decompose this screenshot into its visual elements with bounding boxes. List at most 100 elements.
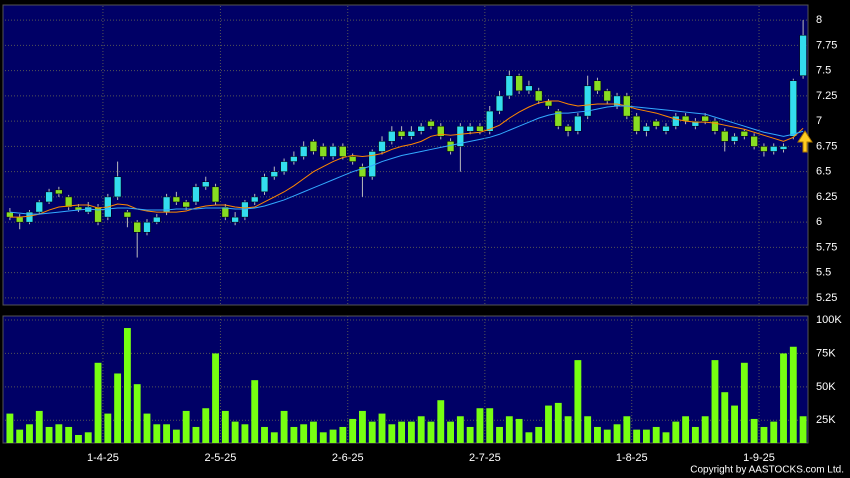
volume-bar — [721, 392, 729, 443]
y-tick-label: 100K — [816, 314, 842, 326]
volume-bar — [368, 421, 376, 443]
candle-body — [427, 120, 435, 127]
candle-body — [241, 201, 249, 218]
candle-body — [456, 125, 465, 147]
volume-bar — [447, 421, 454, 443]
candle-body — [535, 90, 543, 102]
volume-bar — [26, 424, 33, 443]
candle-body — [721, 131, 729, 142]
volume-bar — [633, 429, 641, 443]
volume-bar — [525, 432, 533, 443]
candle-body — [339, 146, 347, 157]
y-tick-label: 6.75 — [816, 140, 837, 152]
x-tick-label: 1-9-25 — [743, 452, 775, 464]
volume-bar — [691, 426, 699, 443]
volume-bar — [466, 426, 474, 443]
volume-bar — [133, 384, 141, 443]
candle-body — [25, 211, 34, 223]
volume-bar — [652, 426, 660, 443]
volume-bar — [378, 413, 386, 443]
volume-bar — [594, 426, 601, 443]
candle-body — [446, 141, 455, 152]
y-tick-label: 7.25 — [816, 90, 837, 102]
copyright: Copyright by AASTOCKS.com Ltd. — [690, 465, 844, 476]
candle-body — [35, 201, 43, 213]
candle-body — [329, 146, 337, 157]
candle-body — [417, 125, 425, 132]
volume-bar — [212, 353, 219, 443]
candle-body — [388, 131, 396, 142]
candle-body — [260, 176, 269, 193]
x-tick-label: 2-6-25 — [332, 452, 364, 464]
candle-body — [153, 216, 161, 223]
candle-body — [711, 120, 719, 132]
volume-bar — [261, 426, 268, 443]
candle-body — [770, 146, 778, 152]
volume-bar — [515, 418, 523, 443]
moving-average — [9, 100, 804, 218]
volume-bar — [84, 432, 92, 443]
candle-body — [55, 189, 63, 195]
x-tick-label: 1-8-25 — [616, 452, 648, 464]
candle-body — [270, 171, 278, 177]
y-tick-label: 25K — [816, 414, 836, 426]
candle-body — [799, 35, 807, 76]
volume-bar — [407, 421, 415, 443]
candle-body — [309, 141, 318, 152]
volume-bar — [642, 429, 650, 443]
candle-body — [172, 196, 181, 203]
candle-body — [789, 80, 797, 137]
candle-body — [299, 146, 308, 157]
candle-body — [740, 131, 749, 137]
volume-bar — [613, 424, 621, 443]
candle-body — [564, 125, 572, 132]
volume-bar — [192, 426, 200, 443]
volume-bar — [45, 426, 53, 443]
volume-bar — [770, 421, 778, 443]
candle-body — [378, 141, 386, 152]
candle-body — [486, 110, 494, 132]
y-tick-label: 5.25 — [816, 292, 837, 304]
volume-bar — [251, 380, 259, 443]
candle-body — [662, 125, 670, 132]
volume-bar — [574, 360, 582, 443]
candle-body — [583, 85, 592, 117]
y-tick-label: 7.75 — [816, 39, 837, 51]
volume-bar — [359, 410, 366, 443]
candle-body — [515, 75, 523, 92]
volume-bar — [760, 426, 768, 443]
volume-bar — [780, 353, 787, 443]
candle-body — [554, 110, 562, 127]
candle-body — [691, 120, 700, 127]
volume-bar — [603, 429, 611, 443]
x-tick-label: 2-5-25 — [205, 452, 237, 464]
candle-body — [476, 125, 484, 132]
candle-body — [123, 211, 132, 218]
volume-bar — [55, 424, 63, 443]
y-tick-label: 5.75 — [816, 241, 837, 253]
candle-body — [94, 206, 102, 223]
volume-bar — [241, 424, 249, 443]
volume-bar — [319, 432, 327, 443]
y-tick-label: 6.25 — [816, 191, 837, 203]
volume-bar — [94, 362, 102, 443]
y-tick-label: 50K — [816, 381, 836, 393]
candle-body — [760, 146, 768, 152]
candle-body — [730, 136, 739, 142]
candle-body — [505, 75, 514, 97]
volume-bar — [35, 410, 43, 443]
candle-body — [779, 146, 788, 150]
candle-body — [280, 161, 288, 172]
volume-bar — [662, 432, 670, 443]
volume-bar — [789, 346, 797, 443]
y-tick-label: 7 — [816, 115, 822, 127]
candle-body — [16, 216, 24, 223]
volume-bar — [182, 410, 190, 443]
candle-body — [6, 211, 14, 218]
volume-bar — [16, 429, 24, 443]
y-tick-label: 6.5 — [816, 166, 831, 178]
volume-bar — [486, 408, 494, 443]
volume-bar — [6, 413, 14, 443]
volume-bar — [564, 416, 572, 443]
candle-body — [593, 80, 602, 92]
